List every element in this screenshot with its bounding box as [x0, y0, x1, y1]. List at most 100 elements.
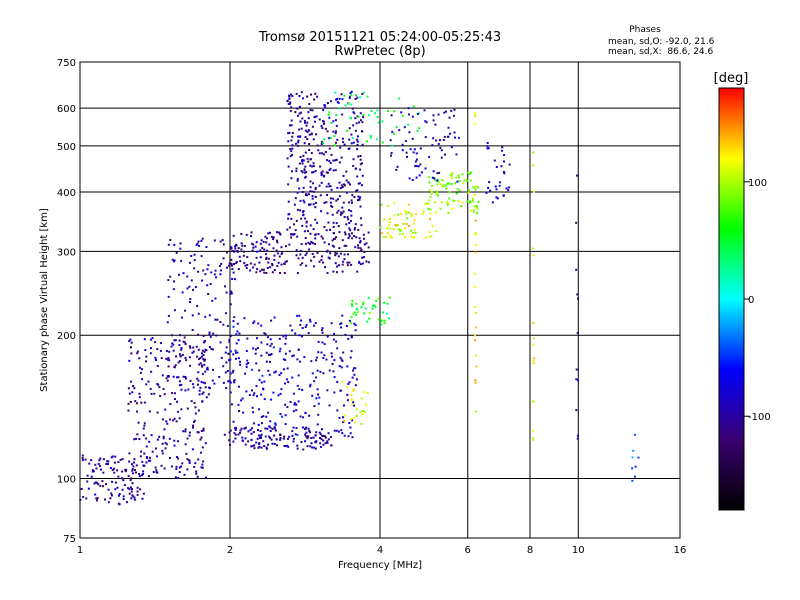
data-point [343, 414, 346, 417]
data-point [360, 162, 363, 165]
data-point [474, 272, 477, 275]
data-point [193, 267, 196, 270]
data-point [344, 333, 347, 336]
data-point [353, 421, 356, 424]
data-point [358, 260, 361, 263]
data-point [264, 235, 267, 238]
data-point [365, 242, 368, 245]
data-point [307, 241, 310, 244]
data-point [321, 327, 324, 330]
data-point [312, 182, 315, 185]
data-point [140, 368, 143, 371]
data-point [300, 169, 303, 172]
data-point [219, 273, 222, 276]
data-point [338, 247, 341, 250]
data-point [223, 285, 226, 288]
data-point [330, 204, 333, 207]
data-point [199, 356, 202, 359]
data-point [467, 171, 470, 174]
data-point [177, 457, 180, 460]
data-point [407, 123, 410, 126]
data-point [147, 475, 150, 478]
data-point [234, 427, 237, 430]
data-point [291, 434, 294, 437]
data-point [259, 270, 262, 273]
data-point [230, 290, 233, 293]
data-point [424, 202, 427, 205]
data-point [319, 436, 322, 439]
data-point [370, 109, 373, 112]
data-point [433, 177, 436, 180]
data-point [295, 409, 298, 412]
data-point [195, 470, 198, 473]
data-point [102, 458, 105, 461]
data-point [281, 252, 284, 255]
data-point [246, 359, 249, 362]
data-point [289, 109, 292, 112]
data-point [359, 205, 362, 208]
data-point [330, 355, 333, 358]
data-point [486, 145, 489, 148]
data-point [260, 393, 263, 396]
data-point [196, 242, 199, 245]
data-point [117, 461, 120, 464]
data-point [279, 437, 282, 440]
data-point [357, 195, 360, 198]
data-point [250, 231, 253, 234]
data-point [576, 434, 579, 437]
data-point [91, 470, 94, 473]
data-point [429, 208, 432, 211]
data-point [306, 445, 309, 448]
data-point [328, 257, 331, 260]
data-point [448, 116, 451, 119]
data-point [347, 236, 350, 239]
data-point [205, 246, 208, 249]
data-point [323, 153, 326, 156]
data-point [201, 365, 204, 368]
data-point [477, 200, 480, 203]
data-point [305, 252, 308, 255]
data-point [316, 388, 319, 391]
data-point [222, 365, 225, 368]
data-point [334, 262, 337, 265]
data-point [287, 165, 290, 168]
data-point [367, 246, 370, 249]
data-point [167, 374, 170, 377]
data-point [361, 262, 364, 265]
data-point [282, 437, 285, 440]
data-point [350, 103, 353, 106]
data-point [294, 111, 297, 114]
data-point [474, 410, 477, 413]
data-point [350, 335, 353, 338]
data-point [237, 433, 240, 436]
data-point [307, 193, 310, 196]
data-point [150, 392, 153, 395]
data-point [244, 443, 247, 446]
data-point [169, 403, 172, 406]
data-point [284, 352, 287, 355]
data-point [427, 202, 430, 205]
data-point [347, 218, 350, 221]
data-point [311, 171, 314, 174]
data-point [445, 184, 448, 187]
data-point [455, 153, 458, 156]
data-point [353, 196, 356, 199]
data-point [111, 480, 114, 483]
data-point [298, 187, 301, 190]
data-point [236, 330, 239, 333]
data-point [184, 309, 187, 312]
data-point [260, 239, 263, 242]
data-point [131, 469, 134, 472]
data-point [474, 381, 477, 384]
data-point [348, 209, 351, 212]
y-tick-label: 75 [63, 534, 76, 545]
colorbar-label: [deg] [714, 71, 749, 86]
data-point [225, 251, 228, 254]
data-point [188, 345, 191, 348]
data-point [201, 466, 204, 469]
data-point [338, 231, 341, 234]
data-point [284, 358, 287, 361]
data-point [230, 403, 233, 406]
data-point [316, 423, 319, 426]
data-point [318, 152, 321, 155]
